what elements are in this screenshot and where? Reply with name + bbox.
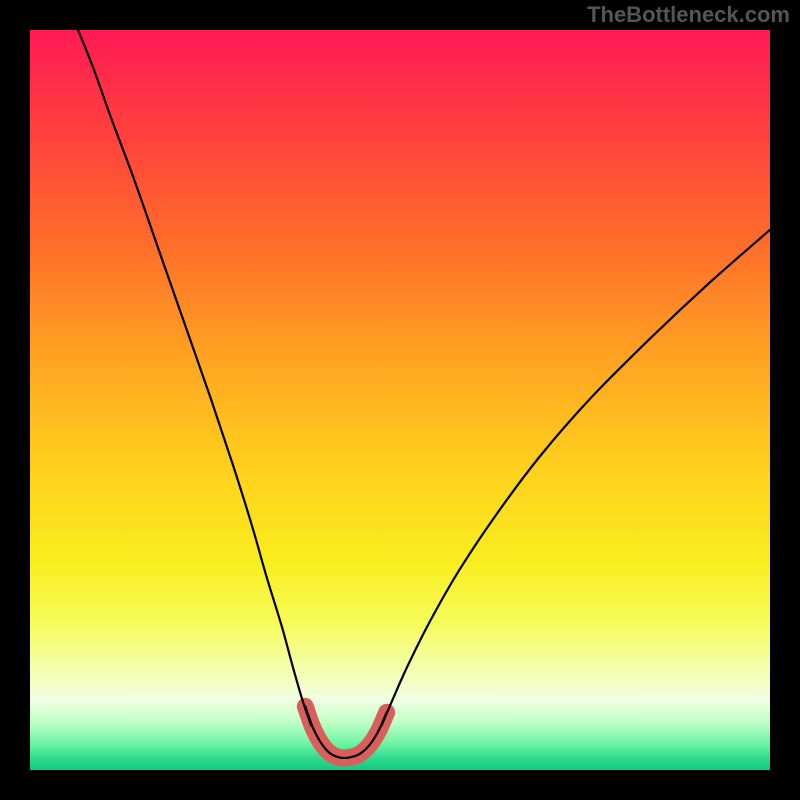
gradient-plot-area xyxy=(30,30,770,770)
chart-frame: TheBottleneck.com xyxy=(0,0,800,800)
watermark-text: TheBottleneck.com xyxy=(587,2,790,28)
